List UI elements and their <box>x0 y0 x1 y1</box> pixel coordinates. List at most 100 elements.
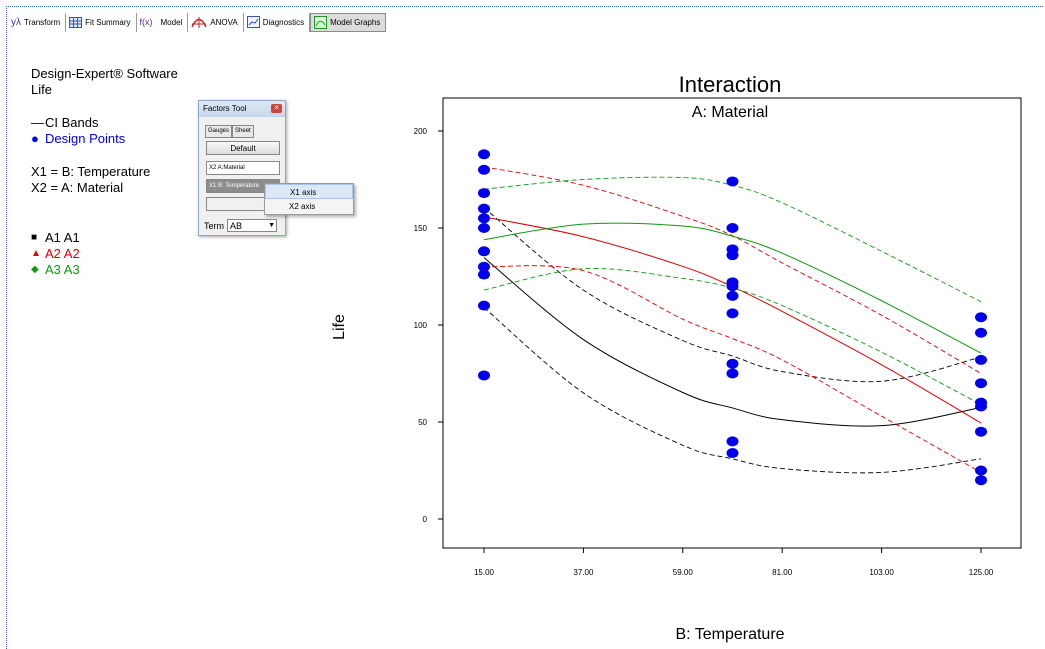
factors-tool-window[interactable]: Factors Tool ✕ Gauges Sheet Default X2 A… <box>198 100 286 236</box>
design-point <box>975 327 987 338</box>
design-point <box>478 164 490 175</box>
series-a2-ci-upper <box>483 166 982 374</box>
response-name: Life <box>31 82 52 97</box>
design-point <box>478 370 490 381</box>
tab-gauges[interactable]: Gauges <box>205 125 233 138</box>
table-grid-icon <box>69 16 83 28</box>
y-tick-label: 50 <box>418 418 427 427</box>
tab-sheet[interactable]: Sheet <box>232 125 254 138</box>
model-graphs-icon <box>314 15 328 29</box>
y-tick-label: 200 <box>414 127 428 136</box>
design-point <box>478 188 490 199</box>
series-a1-ci-upper <box>483 207 982 383</box>
diagnostics-button[interactable]: Diagnostics <box>244 12 311 32</box>
series-a1-ci-lower <box>483 307 982 474</box>
factors-tool-title: Factors Tool <box>203 104 247 113</box>
model-graphs-button[interactable]: Model Graphs <box>310 12 387 32</box>
design-points-label: Design Points <box>45 131 126 146</box>
toolbar: yλ Transform Fit Summary f(x) Model ANOV… <box>8 12 387 32</box>
diamond-icon: ◆ <box>31 264 39 275</box>
a3-legend: ◆ A3 A3 <box>31 262 178 278</box>
y-lambda-icon: yλ <box>11 17 21 28</box>
design-point <box>478 246 490 257</box>
design-point <box>478 213 490 224</box>
default-button[interactable]: Default <box>206 141 280 155</box>
design-point <box>478 203 490 214</box>
design-point <box>975 475 987 486</box>
design-point <box>726 436 739 447</box>
diagnostics-chart-icon <box>246 16 260 28</box>
term-selector: Term AB <box>204 219 277 232</box>
design-point <box>478 269 490 280</box>
transform-icon-text: yλ <box>11 16 21 28</box>
ci-bands-legend: — CI Bands <box>31 115 178 131</box>
design-point <box>726 368 739 379</box>
a1-label: A1 A1 <box>45 230 80 245</box>
transform-button[interactable]: yλ Transform <box>8 12 67 32</box>
tab-gauges-label: Gauges <box>208 128 230 134</box>
design-point <box>975 426 987 437</box>
x-tick-label: 59.00 <box>673 568 694 577</box>
x2-definition: X2 = A: Material <box>31 180 124 195</box>
x1-definition: X1 = B: Temperature <box>31 164 151 179</box>
square-icon: ■ <box>31 232 38 243</box>
factors-tool-tabs: Gauges Sheet <box>205 125 254 138</box>
fx-icon: f(x) <box>140 17 153 27</box>
y-tick-label: 0 <box>423 515 428 524</box>
model-button[interactable]: f(x) Model <box>137 12 189 32</box>
design-point <box>478 261 490 272</box>
design-point <box>726 448 739 459</box>
design-point <box>975 354 987 365</box>
window-frame <box>6 6 1043 649</box>
menu-item-x2-axis[interactable]: X2 axis <box>289 202 316 211</box>
design-point <box>478 149 490 160</box>
design-point <box>478 300 490 311</box>
x-tick-label: 37.00 <box>573 568 594 577</box>
term-label: Term <box>204 220 224 231</box>
design-point <box>726 281 739 292</box>
ci-line-icon: — <box>31 115 44 130</box>
x-tick-label: 103.00 <box>869 568 894 577</box>
term-dropdown[interactable]: AB <box>227 219 277 232</box>
x-tick-label: 15.00 <box>474 568 495 577</box>
model-graphs-label: Model Graphs <box>330 17 381 27</box>
a1-legend: ■ A1 A1 <box>31 230 178 246</box>
tab-sheet-label: Sheet <box>235 128 251 134</box>
a2-label: A2 A2 <box>45 246 80 261</box>
graph-legend: Design-Expert® Software Life — CI Bands … <box>31 66 178 278</box>
fit-summary-label: Fit Summary <box>85 17 131 27</box>
design-point <box>975 465 987 476</box>
fit-summary-button[interactable]: Fit Summary <box>66 12 137 32</box>
design-point <box>726 176 739 187</box>
y-tick-label: 100 <box>414 321 428 330</box>
design-point <box>726 290 739 301</box>
triangle-icon: ▲ <box>31 248 41 259</box>
anova-label: ANOVA <box>210 17 238 27</box>
chart-title: Interaction <box>678 72 782 97</box>
x-tick-label: 81.00 <box>772 568 793 577</box>
y-axis-label: Life <box>331 314 348 340</box>
design-points-legend: ● Design Points <box>31 131 178 147</box>
x-tick-label: 125.00 <box>969 568 994 577</box>
anova-button[interactable]: ANOVA <box>188 12 244 32</box>
chart-subtitle: A: Material <box>691 104 769 121</box>
ci-bands-label: CI Bands <box>45 115 99 130</box>
y-tick-label: 150 <box>414 224 428 233</box>
model-label: Model <box>160 17 183 27</box>
close-icon[interactable]: ✕ <box>271 104 282 113</box>
x-axis-label: B: Temperature <box>675 626 785 643</box>
diagnostics-label: Diagnostics <box>262 17 305 27</box>
design-point <box>975 312 987 323</box>
software-name: Design-Expert® Software <box>31 66 178 81</box>
axis-context-menu: X1 axis X2 axis <box>264 183 354 215</box>
a3-label: A3 A3 <box>45 262 80 277</box>
design-point <box>726 250 739 261</box>
menu-item-x1-axis[interactable]: X1 axis <box>265 184 353 199</box>
transform-label: Transform <box>24 17 61 27</box>
series-a3-fit-line <box>483 222 982 354</box>
design-point <box>726 223 739 233</box>
design-point <box>478 223 490 233</box>
x2-factor-field[interactable]: X2 A:Material <box>206 161 280 175</box>
factors-tool-titlebar[interactable]: Factors Tool ✕ <box>199 101 285 117</box>
